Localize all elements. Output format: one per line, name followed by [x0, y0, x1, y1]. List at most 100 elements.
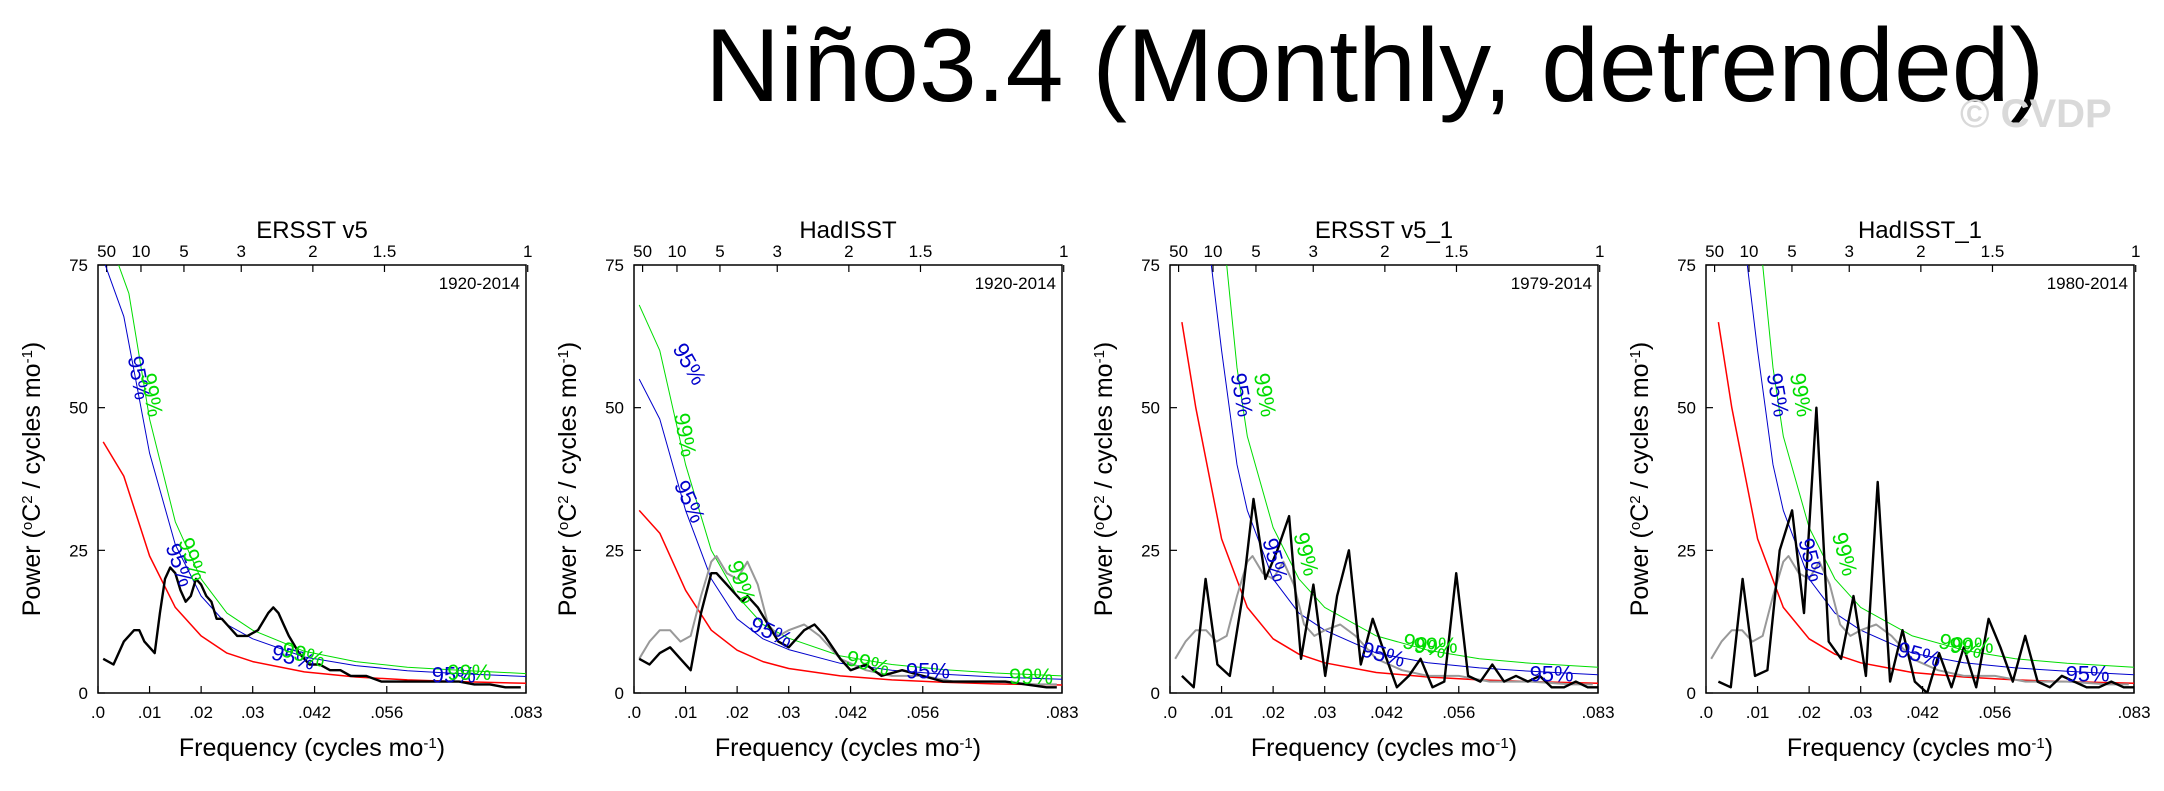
x-axis-label: Frequency (cycles mo-1) — [179, 734, 445, 762]
conf99-label: 99% — [1414, 633, 1458, 658]
period-tick-label: 1.5 — [1981, 242, 2005, 261]
conf95-label: 95% — [1530, 662, 1574, 687]
conf95-label: 95% — [2066, 662, 2110, 687]
period-tick-label: 50 — [1169, 242, 1188, 261]
x-axis-label: Frequency (cycles mo-1) — [1251, 734, 1517, 762]
x-tick-label: .03 — [777, 703, 801, 722]
y-tick-label: 25 — [69, 541, 88, 560]
x-tick-label: .02 — [1261, 703, 1285, 722]
conf99-label: 99% — [1827, 530, 1863, 579]
y-tick-label: 25 — [1677, 541, 1696, 560]
watermark: © CVDP — [1960, 92, 2112, 136]
x-tick-label: .03 — [1849, 703, 1873, 722]
spectrum-line — [102, 566, 521, 689]
y-tick-label: 50 — [69, 399, 88, 418]
conf95-label: 95% — [906, 659, 950, 684]
x-tick-label: .0 — [1699, 703, 1713, 722]
period-tick-label: 2 — [844, 242, 853, 261]
spectrum-line — [1181, 497, 1598, 689]
chart-panel: ERSST v5 1920-2014 .0 .01 .02 .03 .042 .056 .083… — [18, 217, 543, 762]
period-label: 1980-2014 — [2047, 274, 2128, 293]
curves — [1710, 265, 2134, 693]
period-tick-label: 3 — [1309, 242, 1318, 261]
y-tick-label: 0 — [79, 684, 88, 703]
period-tick-label: 10 — [668, 242, 687, 261]
x-axis-label: Frequency (cycles mo-1) — [715, 734, 981, 762]
y-tick-label: 25 — [605, 541, 624, 560]
plot-frame — [1705, 264, 2135, 694]
x-tick-label: .0 — [91, 703, 105, 722]
x-tick-label: .042 — [1906, 703, 1939, 722]
conf95-line — [104, 265, 526, 677]
plot-frame — [633, 264, 1063, 694]
spectrum-line — [638, 572, 1057, 689]
period-tick-label: 1 — [2131, 242, 2140, 261]
x-tick-label: .03 — [241, 703, 265, 722]
x-tick-label: .0 — [1163, 703, 1177, 722]
red_noise-line — [1717, 321, 2134, 685]
y-axis-label: Power (oC2 / cycles mo-1) — [554, 342, 582, 617]
panel-title: ERSST v5_1 — [1315, 217, 1453, 244]
chart-panel: HadISST 1920-2014 .0 .01 .02 .03 .042 .056 .083 0… — [554, 217, 1079, 762]
period-tick-label: 2 — [1916, 242, 1925, 261]
conf95-label: 95% — [668, 339, 712, 390]
conf99-label: 99% — [136, 371, 168, 419]
period-tick-label: 1.5 — [1445, 242, 1469, 261]
x-tick-label: .056 — [370, 703, 403, 722]
period-tick-label: 3 — [773, 242, 782, 261]
chart-panel: ERSST v5_1 1979-2014 .0 .01 .02 .03 .042 .056 .0… — [1090, 217, 1615, 762]
period-tick-label: 50 — [633, 242, 652, 261]
conf99-line — [638, 304, 1062, 677]
y-tick-label: 75 — [1677, 256, 1696, 275]
period-tick-label: 5 — [715, 242, 724, 261]
panel-title: HadISST_1 — [1858, 217, 1982, 244]
panel-title: ERSST v5 — [256, 217, 368, 244]
x-tick-label: .056 — [1978, 703, 2011, 722]
y-tick-label: 0 — [1151, 684, 1160, 703]
conf95-label: 95% — [1895, 637, 1944, 673]
red_noise-line — [102, 441, 526, 685]
conf95-label: 95% — [669, 476, 710, 526]
x-tick-label: .083 — [1045, 703, 1078, 722]
conf99-line — [1226, 265, 1598, 668]
reference-line — [638, 555, 1057, 686]
reference-line — [1710, 555, 2129, 686]
period-tick-label: 3 — [1845, 242, 1854, 261]
period-tick-label: 10 — [1204, 242, 1223, 261]
x-tick-label: .083 — [2117, 703, 2150, 722]
plot-frame — [1169, 264, 1599, 694]
period-tick-label: 50 — [97, 242, 116, 261]
x-tick-label: .056 — [1442, 703, 1475, 722]
period-tick-label: 10 — [132, 242, 151, 261]
conf99-label: 99% — [447, 660, 491, 685]
chart-panel: HadISST_1 1980-2014 .0 .01 .02 .03 .042 .056 .08… — [1626, 217, 2151, 762]
period-tick-label: 2 — [308, 242, 317, 261]
period-tick-label: 1.5 — [373, 242, 397, 261]
x-tick-label: .02 — [1797, 703, 1821, 722]
reference-line — [1174, 555, 1593, 686]
x-tick-label: .056 — [906, 703, 939, 722]
period-tick-label: 3 — [237, 242, 246, 261]
conf95-label: 95% — [1359, 637, 1408, 673]
x-axis-label: Frequency (cycles mo-1) — [1787, 734, 2053, 762]
conf99-label: 99% — [669, 411, 701, 459]
x-tick-label: .02 — [725, 703, 749, 722]
period-tick-label: 1.5 — [909, 242, 933, 261]
x-tick-label: .042 — [1370, 703, 1403, 722]
conf95-label: 95% — [432, 663, 476, 688]
y-axis-label: Power (oC2 / cycles mo-1) — [1090, 342, 1118, 617]
y-tick-label: 75 — [69, 256, 88, 275]
conf99-label: 99% — [722, 557, 761, 607]
y-axis-label: Power (oC2 / cycles mo-1) — [18, 342, 46, 617]
period-tick-label: 5 — [1251, 242, 1260, 261]
curves — [1174, 265, 1598, 689]
y-tick-label: 50 — [1677, 399, 1696, 418]
conf99-label: 99% — [1950, 633, 1994, 658]
figure-title: Niño3.4 (Monthly, detrended) — [705, 8, 2045, 124]
conf99-label: 99% — [843, 645, 892, 681]
y-tick-label: 75 — [1141, 256, 1160, 275]
conf95-label: 95% — [1257, 535, 1293, 584]
y-axis-label: Power (oC2 / cycles mo-1) — [1626, 342, 1654, 617]
period-label: 1920-2014 — [975, 274, 1056, 293]
